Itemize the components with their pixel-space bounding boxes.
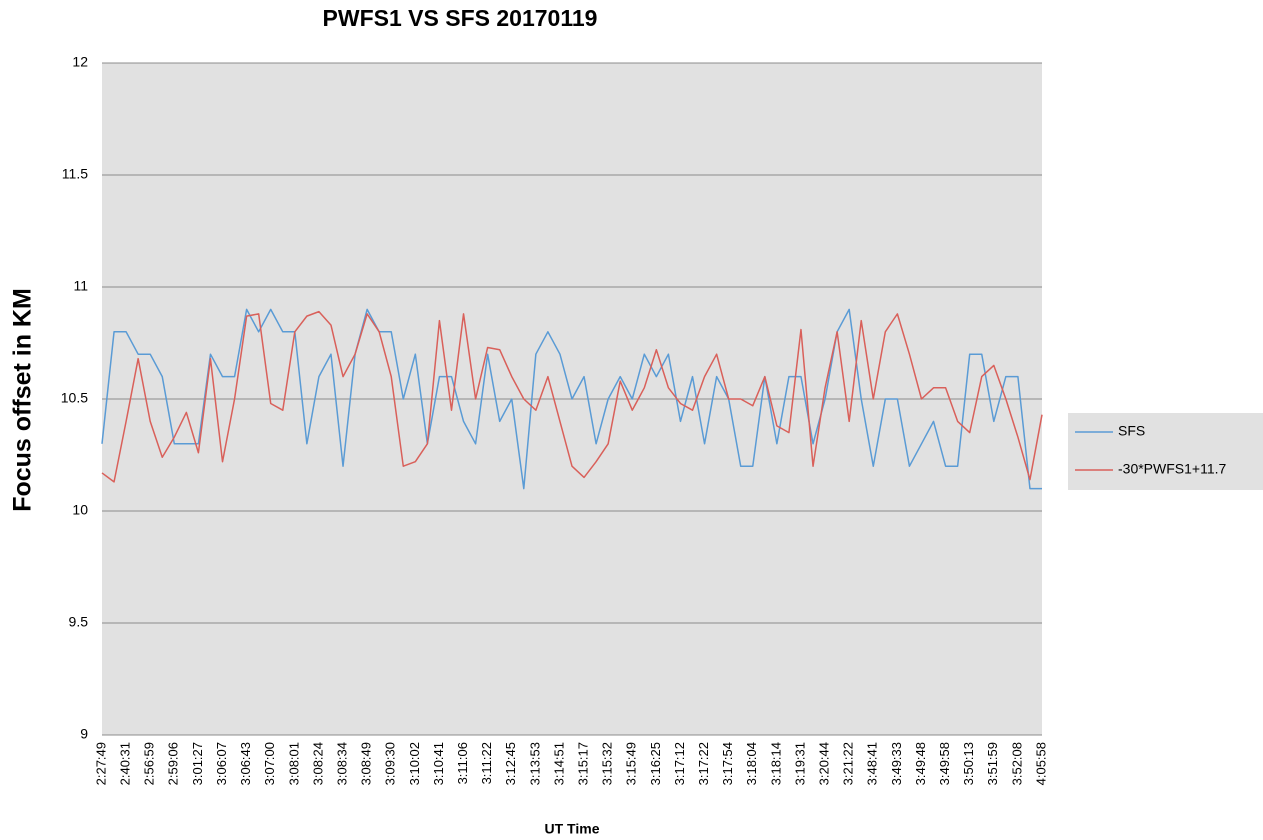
x-tick-label: 3:15:49 [624,742,639,785]
x-tick-label: 2:40:31 [118,742,133,785]
x-tick-label: 3:50:13 [961,742,976,785]
x-tick-label: 2:59:06 [166,742,181,785]
y-tick-label: 11 [73,278,88,294]
x-tick-label: 3:11:22 [479,742,494,784]
x-tick-label: 3:49:48 [913,742,928,785]
x-tick-label: 3:48:41 [865,742,880,785]
x-tick-label: 3:18:04 [744,742,759,785]
x-tick-label: 3:07:00 [262,742,277,785]
x-tick-label: 3:49:58 [937,742,952,785]
x-tick-label: 3:51:59 [985,742,1000,785]
x-tick-label: 3:06:43 [238,742,253,785]
x-tick-label: 2:27:49 [93,742,108,785]
x-tick-label: 3:17:22 [696,742,711,785]
x-tick-label: 3:08:34 [334,742,349,785]
x-tick-label: 3:15:32 [600,742,615,785]
x-tick-label: 3:06:07 [214,742,229,785]
legend-label: SFS [1118,423,1145,439]
x-tick-label: 3:10:02 [407,742,422,785]
y-tick-label: 9.5 [69,614,89,630]
x-tick-label: 2:56:59 [142,742,157,785]
x-tick-label: 3:08:49 [359,742,374,785]
data-line [101,308,1042,490]
x-tick-label: 3:52:08 [1009,742,1024,785]
x-tick-label: 4:05:58 [1033,742,1048,785]
x-tick-label: 3:09:30 [383,742,398,785]
y-axis-title: Focus offset in KM [9,288,37,512]
y-tick-label: 10 [72,502,88,518]
x-tick-label: 3:11:06 [455,742,470,784]
y-tick-label: 9 [80,726,88,742]
y-tick-label: 11.5 [62,166,88,182]
data-line [101,310,1043,483]
chart-title: PWFS1 VS SFS 20170119 [323,5,598,31]
x-tick-label: 3:08:01 [286,742,301,785]
x-tick-label: 3:17:12 [672,742,687,785]
x-tick-label: 3:01:27 [190,742,205,785]
x-tick-label: 3:10:41 [431,742,446,785]
x-axis-title: UT Time [545,821,600,837]
x-tick-label: 3:15:17 [575,742,590,785]
x-tick-label: 3:49:33 [889,742,904,785]
legend-box [1068,413,1263,490]
x-tick-label: 3:14:51 [551,742,566,785]
y-tick-label: 10.5 [61,390,88,406]
legend-label: -30*PWFS1+11.7 [1118,461,1227,477]
x-tick-label: 3:08:24 [310,742,325,785]
x-tick-label: 3:18:14 [768,742,783,785]
x-tick-label: 3:16:25 [648,742,663,785]
x-tick-label: 3:17:54 [720,742,735,785]
x-tick-label: 3:19:31 [792,742,807,785]
x-tick-label: 3:13:53 [527,742,542,785]
x-tick-label: 3:12:45 [503,742,518,785]
y-tick-label: 12 [72,54,88,70]
x-tick-label: 3:21:22 [841,742,856,785]
x-tick-label: 3:20:44 [817,742,832,785]
